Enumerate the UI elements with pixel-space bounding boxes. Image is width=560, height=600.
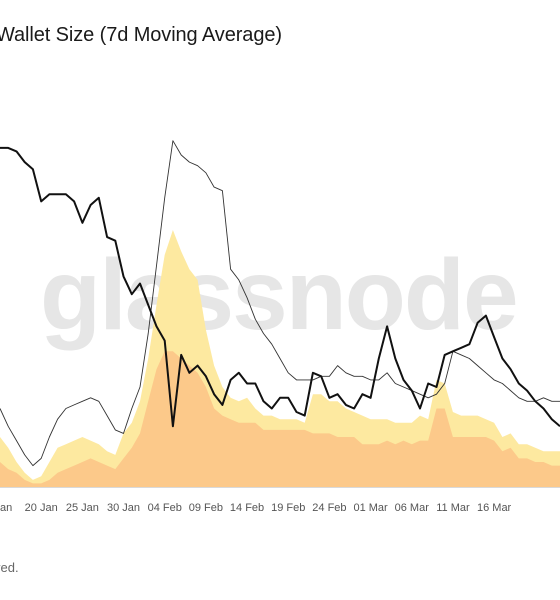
x-tick-label: 30 Jan [107, 502, 140, 514]
x-tick-label: 20 Jan [25, 502, 58, 514]
x-tick-label: 16 Mar [477, 502, 512, 514]
series-bold-line [0, 146, 560, 428]
series-light-area [0, 230, 560, 487]
x-tick-label: 24 Feb [312, 502, 346, 514]
footer-note: ved. [0, 560, 19, 575]
x-tick-label: 14 Feb [230, 502, 264, 514]
x-tick-label: 09 Feb [189, 502, 223, 514]
series-dark-area [0, 351, 560, 487]
x-tick-label: 01 Mar [353, 502, 388, 514]
x-tick-label: an [0, 502, 12, 514]
x-tick-label: 25 Jan [66, 502, 99, 514]
x-tick-label: 19 Feb [271, 502, 305, 514]
x-tick-label: 04 Feb [148, 502, 182, 514]
chart-title: Wallet Size (7d Moving Average) [0, 24, 282, 46]
x-tick-label: 11 Mar [436, 502, 470, 514]
x-tick-label: 06 Mar [395, 502, 430, 514]
series-thin-line [0, 140, 560, 467]
